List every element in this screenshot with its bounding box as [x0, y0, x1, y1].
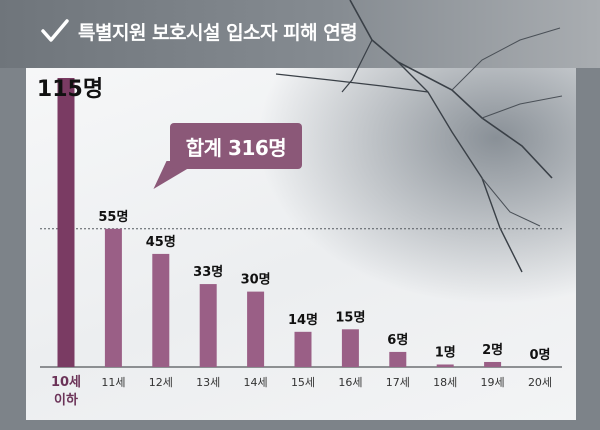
bar-19세: [484, 361, 502, 367]
value-label: 115명: [37, 77, 103, 102]
value-label: 0명: [529, 347, 550, 363]
x-axis-tick-label: 19세: [481, 376, 505, 389]
bar-16세: [341, 329, 359, 367]
value-label: 2명: [482, 342, 503, 358]
chart-title: 특별지원 보호시설 입소자 피해 연령: [78, 22, 358, 44]
value-label: 55명: [98, 209, 128, 225]
total-callout: 합계 316명: [153, 123, 302, 189]
bar-12세: [152, 253, 170, 367]
callout-body: [170, 123, 302, 169]
checkmark-icon: [41, 19, 69, 42]
callout-text: 합계 316명: [185, 136, 287, 160]
x-axis-tick-label: 이하: [54, 392, 78, 408]
value-labels-group: 115명 55명 45명 33명 30명 14명 15명 6명 1명 2명 0명: [37, 77, 551, 363]
x-axis-tick-label: 10세: [51, 375, 81, 390]
bar-11세: [104, 228, 122, 367]
x-axis-tick-label: 12세: [149, 376, 173, 389]
bar-13세: [199, 284, 217, 367]
x-axis-tick-label: 17세: [386, 376, 410, 389]
value-label: 33명: [193, 264, 223, 280]
value-label: 1명: [435, 344, 456, 360]
value-label: 45명: [146, 234, 176, 250]
value-label: 6명: [387, 332, 408, 348]
bar-14세: [247, 291, 265, 367]
x-axis-tick-label: 15세: [291, 376, 315, 389]
x-axis-tick-label: 16세: [338, 376, 362, 389]
bar-under-10: [57, 78, 75, 367]
x-axis-tick-label: 13세: [196, 376, 220, 389]
bar-15세: [294, 331, 312, 367]
x-axis-tick-label: 11세: [101, 376, 125, 389]
x-axis-tick-label: 18세: [433, 376, 457, 389]
bar-17세: [389, 351, 407, 367]
value-label: 30명: [241, 272, 271, 288]
bar-18세: [436, 364, 454, 367]
x-axis-tick-label: 20세: [528, 376, 552, 389]
bars-group: [57, 78, 502, 367]
x-axis-tick-label: 14세: [244, 376, 268, 389]
value-label: 14명: [288, 312, 318, 328]
value-label: 15명: [335, 309, 365, 325]
